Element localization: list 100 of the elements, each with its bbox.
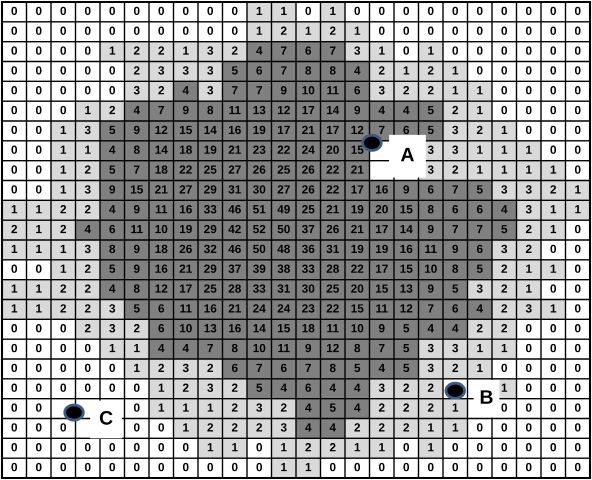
data-label: 2 bbox=[134, 66, 140, 74]
data-label: 1 bbox=[526, 264, 532, 273]
data-label: 21 bbox=[302, 126, 314, 134]
data-label: 15 bbox=[278, 324, 290, 332]
data-label: 3 bbox=[207, 86, 214, 94]
data-label: 1 bbox=[526, 284, 532, 293]
data-label: 16 bbox=[204, 304, 216, 313]
data-label: 11 bbox=[327, 86, 339, 94]
data-label: 14 bbox=[155, 146, 168, 154]
data-label: 0 bbox=[574, 165, 581, 174]
data-label: 4 bbox=[134, 106, 140, 114]
data-label: 21 bbox=[351, 224, 364, 234]
data-label: 2 bbox=[550, 185, 556, 194]
data-label: 0 bbox=[207, 6, 214, 16]
data-label: 1 bbox=[428, 46, 434, 55]
data-label: 25 bbox=[204, 284, 216, 293]
data-label: 0 bbox=[36, 462, 42, 472]
data-label: 1 bbox=[281, 443, 287, 452]
data-label: 6 bbox=[305, 46, 312, 55]
data-label: 0 bbox=[109, 6, 116, 16]
data-label: 10 bbox=[351, 324, 364, 332]
data-label: 5 bbox=[452, 284, 458, 293]
data-label: 1 bbox=[60, 244, 66, 253]
data-label: 2 bbox=[11, 224, 18, 234]
data-label: 0 bbox=[11, 264, 18, 273]
data-label: 31 bbox=[277, 284, 290, 293]
data-label: 0 bbox=[574, 384, 581, 392]
data-label: 3 bbox=[207, 384, 214, 392]
data-label: 26 bbox=[326, 224, 339, 234]
data-label: 14 bbox=[253, 324, 266, 332]
data-label: 15 bbox=[351, 146, 364, 154]
data-label: 2 bbox=[84, 324, 91, 332]
data-label: 0 bbox=[574, 304, 581, 313]
data-label: 30 bbox=[252, 185, 266, 194]
data-label: 0 bbox=[550, 324, 556, 332]
data-label: 6 bbox=[158, 324, 164, 332]
data-label: 9 bbox=[134, 264, 140, 273]
data-label: 2 bbox=[232, 403, 238, 412]
data-label: 1 bbox=[256, 6, 262, 15]
data-label: 10 bbox=[302, 86, 314, 94]
data-label: 0 bbox=[476, 6, 483, 16]
data-label: 3 bbox=[452, 146, 458, 154]
data-label: 19 bbox=[351, 205, 364, 214]
data-label: 13 bbox=[400, 284, 412, 293]
data-label: 21 bbox=[228, 304, 241, 312]
data-label: 5 bbox=[109, 166, 116, 174]
data-label: 6 bbox=[476, 244, 483, 254]
data-label: 0 bbox=[60, 364, 66, 372]
data-label: 4 bbox=[109, 284, 116, 293]
data-label: 2 bbox=[403, 86, 410, 94]
data-label: 1 bbox=[183, 423, 189, 432]
data-label: 13 bbox=[253, 106, 266, 114]
data-label: 20 bbox=[376, 205, 388, 214]
data-label: 0 bbox=[354, 6, 360, 16]
data-label: 9 bbox=[403, 185, 410, 194]
data-label: 25 bbox=[278, 165, 290, 174]
data-label: 0 bbox=[36, 126, 42, 134]
data-label: 14 bbox=[400, 225, 413, 234]
data-label: 9 bbox=[428, 224, 434, 234]
data-label: 1 bbox=[452, 404, 458, 412]
data-label: 1 bbox=[60, 146, 66, 154]
data-label: 1 bbox=[502, 166, 508, 174]
data-label: 0 bbox=[232, 26, 238, 35]
data-label: 0 bbox=[182, 26, 189, 35]
data-label: 0 bbox=[256, 443, 262, 452]
data-label: 0 bbox=[452, 26, 458, 35]
data-label: 0 bbox=[501, 66, 508, 75]
data-label: 2 bbox=[232, 46, 238, 55]
data-label: 14 bbox=[204, 126, 217, 134]
data-label: 25 bbox=[302, 205, 314, 214]
data-label: 6 bbox=[109, 224, 116, 234]
data-label: 0 bbox=[574, 364, 581, 372]
data-label: 15 bbox=[130, 185, 143, 194]
data-label: 33 bbox=[204, 205, 216, 214]
data-label: 0 bbox=[11, 66, 18, 75]
data-label: 27 bbox=[228, 165, 241, 174]
data-label: 1 bbox=[452, 423, 458, 432]
data-label: 9 bbox=[280, 86, 287, 94]
data-label: 0 bbox=[109, 86, 116, 94]
data-label: 3 bbox=[501, 185, 508, 194]
data-label: 0 bbox=[403, 443, 410, 452]
data-label: 9 bbox=[378, 324, 385, 332]
annotation: B bbox=[480, 390, 493, 404]
data-label: 5 bbox=[134, 304, 140, 313]
data-label: 9 bbox=[428, 284, 434, 293]
data-label: 2 bbox=[428, 66, 434, 74]
data-label: 2 bbox=[330, 443, 336, 452]
data-label: 0 bbox=[11, 462, 18, 472]
data-label: 5 bbox=[109, 126, 116, 134]
data-label: 22 bbox=[326, 165, 339, 174]
data-label: 7 bbox=[256, 364, 262, 372]
data-label: 17 bbox=[376, 225, 388, 234]
data-label: 9 bbox=[182, 106, 189, 114]
data-label: 0 bbox=[109, 66, 116, 75]
data-label: 0 bbox=[526, 443, 532, 452]
data-label: 10 bbox=[253, 344, 266, 352]
data-label: 2 bbox=[452, 165, 458, 174]
data-label: 0 bbox=[526, 384, 532, 392]
data-label: 0 bbox=[403, 46, 410, 55]
data-label: 0 bbox=[574, 344, 581, 352]
